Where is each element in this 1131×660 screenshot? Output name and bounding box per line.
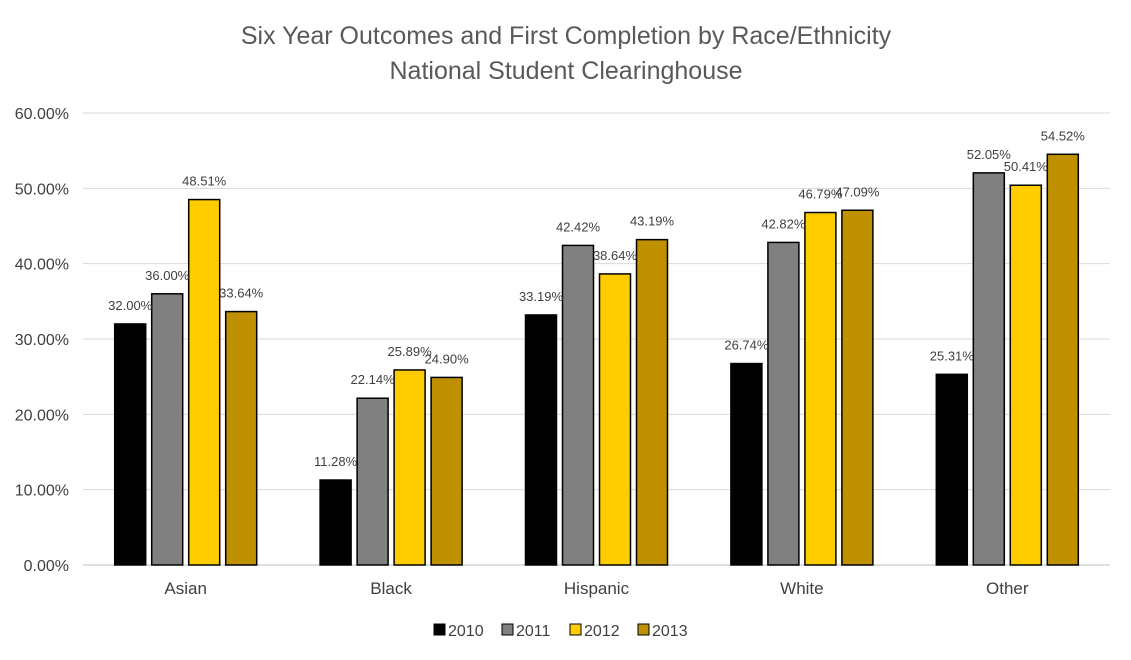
data-label: 54.52% <box>1041 128 1086 143</box>
bar-white-2011 <box>767 241 800 566</box>
data-label: 22.14% <box>351 372 396 387</box>
data-label: 33.19% <box>519 289 564 304</box>
bar-hispanic-2013 <box>635 238 669 566</box>
data-label: 36.00% <box>145 268 190 283</box>
y-tick-label: 0.00% <box>24 558 69 575</box>
chart-subtitle: National Student Clearinghouse <box>389 57 742 85</box>
x-tick-label: Other <box>986 579 1029 598</box>
data-label: 42.42% <box>556 219 601 234</box>
data-label: 11.28% <box>314 454 358 469</box>
bar-black-2012 <box>393 369 426 566</box>
data-label: 42.82% <box>761 216 806 231</box>
bar-white-2012 <box>804 211 837 566</box>
legend-swatch-2011 <box>501 623 514 636</box>
data-label: 26.74% <box>724 338 769 353</box>
data-label: 48.51% <box>182 174 227 189</box>
legend-swatch-2013 <box>637 623 650 636</box>
data-label: 52.05% <box>967 147 1012 162</box>
data-label: 25.31% <box>930 348 975 363</box>
x-tick-label: Asian <box>164 579 207 598</box>
x-axis: Asian Black Hispanic White Other <box>164 579 1028 598</box>
y-axis: 0.00% 10.00% 20.00% 30.00% 40.00% 50.00% 60.00… <box>15 106 69 575</box>
bar-asian-2010 <box>113 323 147 566</box>
bar-other-2013 <box>1046 153 1080 566</box>
legend-label: 2012 <box>584 623 620 640</box>
legend-label: 2010 <box>448 623 484 640</box>
bar-black-2010 <box>319 479 352 566</box>
x-tick-label: White <box>780 579 823 598</box>
bar-other-2012 <box>1009 184 1043 566</box>
legend-swatch-2010 <box>433 623 446 636</box>
data-label: 33.64% <box>219 286 264 301</box>
legend: 2010 2011 2012 2013 <box>433 623 688 640</box>
bar-asian-2011 <box>150 293 184 566</box>
bar-asian-2012 <box>187 198 221 566</box>
bar-other-2010 <box>935 373 969 566</box>
y-tick-label: 40.00% <box>15 257 69 274</box>
legend-label: 2011 <box>516 623 551 640</box>
legend-label: 2013 <box>652 623 688 640</box>
y-tick-label: 50.00% <box>15 181 69 198</box>
bar-white-2010 <box>730 362 763 566</box>
y-tick-label: 60.00% <box>15 106 69 123</box>
y-tick-label: 30.00% <box>15 332 69 349</box>
data-label: 24.90% <box>425 351 470 366</box>
data-label: 50.41% <box>1004 159 1049 174</box>
x-tick-label: Hispanic <box>564 579 630 598</box>
bar-black-2013 <box>430 376 463 566</box>
chart-title: Six Year Outcomes and First Completion b… <box>241 22 892 50</box>
legend-swatch-2012 <box>569 623 582 636</box>
bar-other-2011 <box>972 172 1006 566</box>
bar-hispanic-2012 <box>598 273 632 566</box>
bar-white-2013 <box>841 209 874 566</box>
data-label: 47.09% <box>835 184 880 199</box>
data-labels: 32.00% 36.00% 48.51% 33.64% 11.28% 22.14% 25.8… <box>108 128 1085 469</box>
bar-hispanic-2010 <box>524 314 558 566</box>
data-label: 43.19% <box>630 214 675 229</box>
data-label: 25.89% <box>388 344 433 359</box>
bars <box>113 153 1080 566</box>
x-tick-label: Black <box>370 579 412 598</box>
y-tick-label: 10.00% <box>15 483 69 500</box>
bar-black-2011 <box>356 397 389 566</box>
bar-hispanic-2011 <box>561 244 595 566</box>
y-tick-label: 20.00% <box>15 407 69 424</box>
bar-asian-2013 <box>224 310 258 566</box>
data-label: 38.64% <box>593 248 638 263</box>
data-label: 32.00% <box>108 298 153 313</box>
data-label: 46.79% <box>798 187 843 202</box>
